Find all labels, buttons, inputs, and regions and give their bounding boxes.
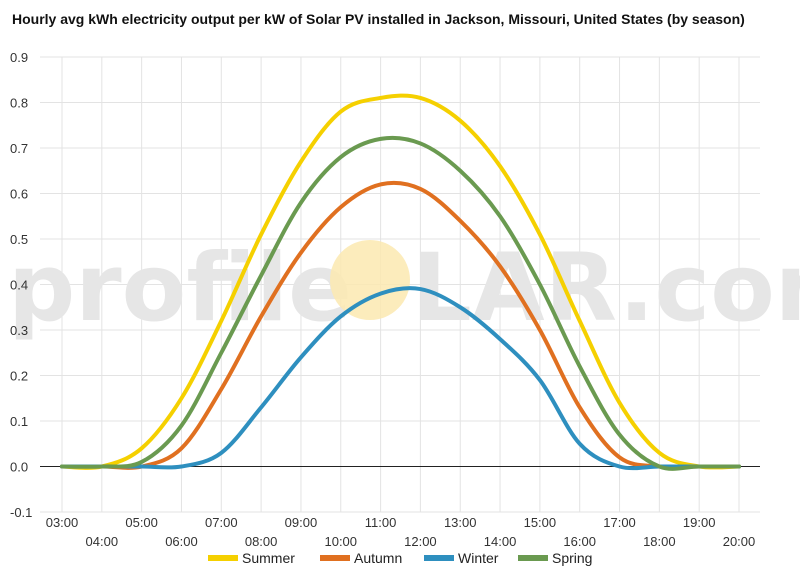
- y-tick-label: 0.7: [10, 141, 28, 156]
- series-line-summer: [60, 93, 741, 470]
- legend-label-autumn: Autumn: [354, 550, 402, 566]
- x-tick-label: 04:00: [86, 534, 119, 549]
- watermark-sun-icon: [330, 240, 410, 320]
- x-tick-label: 08:00: [245, 534, 278, 549]
- x-tick-label: 03:00: [46, 515, 79, 530]
- x-tick-label: 20:00: [723, 534, 756, 549]
- chart-title: Hourly avg kWh electricity output per kW…: [12, 11, 745, 27]
- x-tick-label: 12:00: [404, 534, 437, 549]
- legend-label-spring: Spring: [552, 550, 592, 566]
- x-tick-label: 06:00: [165, 534, 198, 549]
- legend-swatch-summer: [208, 555, 238, 561]
- x-tick-label: 07:00: [205, 515, 238, 530]
- watermark: profile LAR.com: [8, 234, 800, 343]
- x-tick-label: 17:00: [603, 515, 636, 530]
- y-tick-label: 0.2: [10, 369, 28, 384]
- grid-lines: [40, 56, 760, 513]
- watermark-text-right: LAR.com: [412, 234, 800, 343]
- legend-swatch-winter: [424, 555, 454, 561]
- x-tick-label: 19:00: [683, 515, 716, 530]
- x-tick-label: 16:00: [563, 534, 596, 549]
- x-tick-label: 14:00: [484, 534, 517, 549]
- y-tick-label: 0.3: [10, 323, 28, 338]
- y-tick-label: 0.8: [10, 96, 28, 111]
- y-tick-label: 0.6: [10, 187, 28, 202]
- x-tick-label: 09:00: [285, 515, 318, 530]
- watermark-text-left: profile: [8, 234, 352, 343]
- legend-swatch-autumn: [320, 555, 350, 561]
- legend: Summer Autumn Winter Spring: [208, 550, 592, 566]
- series-line-autumn: [60, 180, 741, 470]
- x-tick-label: 10:00: [324, 534, 357, 549]
- y-tick-label: 0.4: [10, 278, 28, 293]
- y-tick-label: 0.1: [10, 414, 28, 429]
- series-line-spring: [60, 135, 741, 471]
- legend-swatch-spring: [518, 555, 548, 561]
- x-tick-label: 13:00: [444, 515, 477, 530]
- y-tick-label: 0.9: [10, 50, 28, 65]
- legend-label-summer: Summer: [242, 550, 295, 566]
- y-tick-label: 0.0: [10, 460, 28, 475]
- series-group: [60, 93, 741, 471]
- y-tick-label: -0.1: [10, 505, 32, 520]
- y-tick-label: 0.5: [10, 232, 28, 247]
- legend-label-winter: Winter: [458, 550, 499, 566]
- x-axis-ticks: 03:00 04:00 05:00 06:00 07:00 08:00 09:00 10:00…: [46, 515, 756, 549]
- series-line-winter: [60, 286, 741, 471]
- x-tick-label: 15:00: [524, 515, 557, 530]
- x-tick-label: 11:00: [365, 515, 397, 530]
- y-axis-ticks: -0.1 0.0 0.1 0.2 0.3 0.4 0.5 0.6 0.7 0.8 0.9: [10, 50, 32, 520]
- x-tick-label: 18:00: [643, 534, 676, 549]
- x-tick-label: 05:00: [125, 515, 158, 530]
